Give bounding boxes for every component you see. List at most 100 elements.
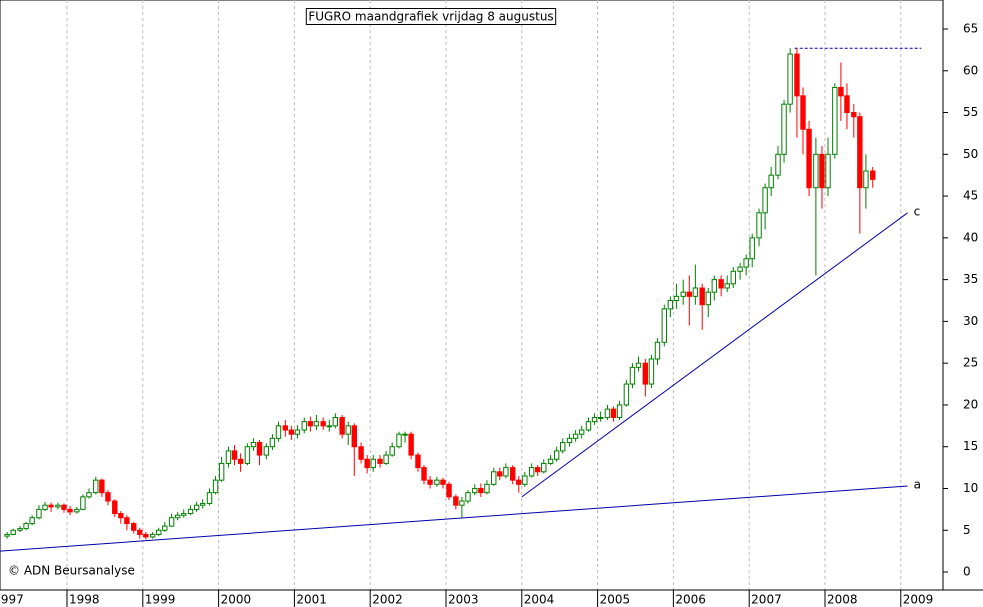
candle-body — [453, 496, 459, 506]
candle-body — [535, 467, 541, 473]
candle-body — [307, 421, 314, 427]
candle-body — [137, 529, 143, 535]
candle-body — [10, 529, 16, 535]
x-tick-label: 2004 — [524, 593, 555, 607]
candle-body — [332, 416, 339, 427]
candle-body — [667, 300, 674, 310]
candle-body — [339, 416, 345, 435]
x-tick-label: 2007 — [751, 593, 782, 607]
candle-body — [143, 533, 149, 538]
candle-body — [86, 492, 92, 498]
y-tick-label: 55 — [963, 105, 978, 119]
title-box — [305, 8, 557, 25]
candle-body — [673, 295, 680, 302]
y-tick-label: 20 — [963, 397, 978, 411]
candle-body — [503, 467, 509, 477]
candle-body — [358, 446, 364, 460]
candle-body — [597, 416, 604, 419]
y-tick-label: 40 — [963, 230, 978, 244]
candle-body — [629, 366, 636, 385]
candle-body — [370, 458, 376, 469]
candle-body — [800, 95, 806, 130]
candle-body — [743, 258, 749, 268]
candle-body — [553, 450, 560, 460]
candle-body — [112, 500, 118, 515]
candle-body — [737, 266, 743, 272]
y-tick-label: 65 — [963, 21, 978, 35]
candle-body — [851, 112, 857, 118]
candle-body — [806, 128, 812, 189]
candle-body — [168, 517, 175, 527]
candle-body — [781, 103, 787, 155]
candle-body — [616, 404, 623, 418]
candle-body — [415, 454, 421, 469]
candle-body — [718, 279, 724, 289]
x-tick-label: 2001 — [296, 593, 327, 607]
candle-body — [497, 471, 503, 477]
candle-body — [80, 496, 86, 510]
candle-body — [749, 237, 755, 260]
candle-body — [237, 458, 244, 464]
candle-body — [351, 425, 357, 448]
candle-body — [863, 170, 869, 189]
trendline — [521, 212, 908, 498]
x-tick-label: 2008 — [827, 593, 858, 607]
candle-body — [541, 462, 547, 473]
candle-body — [522, 475, 528, 485]
candle-body — [459, 500, 465, 506]
candle-body — [408, 433, 414, 456]
x-tick-label: 1999 — [145, 593, 176, 607]
candle-body — [269, 437, 276, 448]
candle-body — [528, 467, 535, 477]
candle-body — [4, 533, 10, 537]
trendline-label: a — [914, 477, 921, 491]
candle-body — [427, 479, 433, 485]
candle-body — [434, 479, 440, 485]
candle-body — [832, 86, 838, 155]
y-tick-label: 60 — [963, 63, 978, 77]
candle-body — [244, 446, 251, 464]
candle-body — [844, 95, 850, 114]
candle-body — [377, 458, 383, 464]
candle-body — [560, 442, 566, 452]
candle-body — [724, 283, 730, 289]
candle-body — [478, 487, 484, 494]
candle-body — [768, 174, 774, 189]
candle-body — [162, 525, 168, 531]
candle-body — [509, 467, 516, 481]
candle-body — [730, 270, 736, 285]
candle-body — [491, 471, 497, 485]
candle-body — [440, 479, 446, 485]
candle-body — [294, 429, 301, 435]
x-tick-label: 2009 — [903, 593, 934, 607]
candle-body — [199, 503, 206, 506]
candle-body — [193, 504, 200, 510]
x-tick-label: 2006 — [675, 593, 706, 607]
candle-body — [42, 504, 48, 510]
candle-body — [661, 308, 667, 343]
candle-body — [604, 408, 611, 418]
candle-body — [275, 425, 282, 439]
x-tick-label: 1998 — [69, 593, 100, 607]
watermark: © ADN Beursanalyse — [8, 564, 135, 578]
candle-body — [67, 508, 73, 513]
candle-body — [74, 508, 80, 513]
x-tick-label: 2005 — [600, 593, 631, 607]
x-tick-label: 2000 — [221, 593, 252, 607]
candle-body — [446, 483, 452, 498]
candle-body — [578, 429, 585, 435]
candle-body — [124, 517, 130, 525]
candle-body — [699, 287, 705, 306]
x-tick-label: 2002 — [372, 593, 403, 607]
candle-body — [263, 446, 270, 456]
candle-body — [181, 513, 187, 516]
candle-body — [794, 53, 800, 97]
candle-body — [105, 492, 111, 502]
candle-body — [282, 425, 289, 431]
candle-body — [585, 421, 592, 431]
trendline-label: c — [914, 204, 921, 218]
candle-body — [756, 212, 762, 239]
candle-body — [396, 433, 402, 448]
candle-body — [642, 362, 649, 385]
candle-body — [465, 492, 471, 502]
